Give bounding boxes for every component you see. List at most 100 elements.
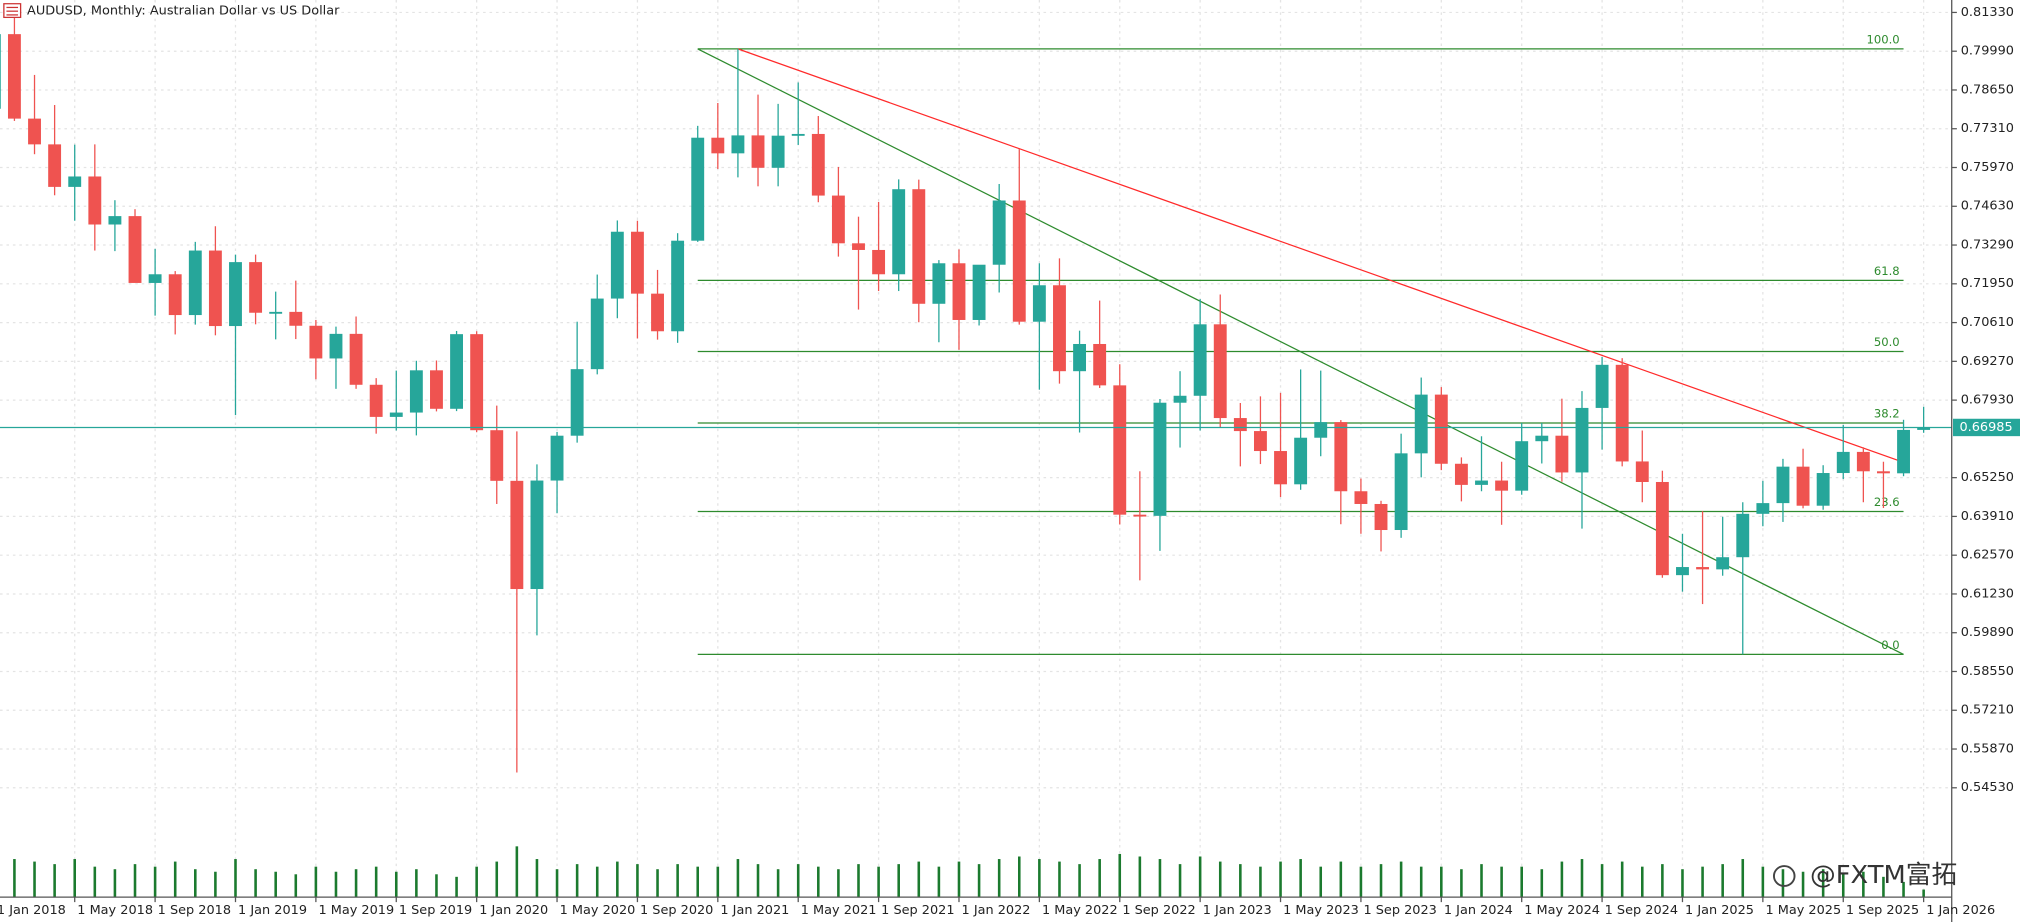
candle-body (1595, 364, 1609, 408)
candle-body (791, 133, 805, 136)
candle-body (1475, 480, 1488, 485)
candle-body (1856, 451, 1870, 472)
candle-body (671, 240, 685, 332)
candle-body (811, 133, 825, 196)
y-tick-label: 0.70610 (1961, 314, 2014, 329)
candle-body (1334, 422, 1348, 492)
candle-body (1193, 324, 1207, 396)
candle-body (1374, 503, 1388, 531)
candle-body (570, 369, 584, 436)
candle-body (1253, 431, 1267, 452)
candle-body (651, 293, 664, 332)
x-tick-label: 1 Sep 2024 (1605, 902, 1678, 917)
y-tick-label: 0.81330 (1961, 4, 2014, 19)
candle-body (1776, 466, 1790, 504)
candle-body (630, 231, 644, 294)
candle-body (148, 274, 162, 283)
candle-body (1213, 324, 1227, 419)
candle-body (1615, 364, 1629, 462)
candle-body (1676, 567, 1689, 576)
candle-body (68, 176, 82, 187)
candle-body (48, 144, 62, 187)
x-tick-label: 1 May 2022 (1042, 902, 1118, 917)
candle-body (1575, 407, 1589, 473)
plot-area: 100.0 61.8 50.0 38.2 23.6 0.0 (0, 0, 1952, 898)
candle-body (450, 334, 464, 409)
candle-body (1173, 395, 1187, 403)
candle-body (490, 430, 504, 481)
candle-body (1294, 437, 1308, 485)
candle-body (1053, 285, 1066, 372)
candle-body (470, 334, 484, 431)
candle-body (208, 250, 222, 327)
y-tick-label: 0.73290 (1961, 237, 2014, 252)
x-tick-label: 1 May 2021 (801, 902, 877, 917)
candle-body (289, 311, 303, 326)
candle-body (1796, 466, 1810, 506)
candle-body (28, 118, 41, 145)
candle-body (852, 243, 865, 250)
y-tick-label: 0.67930 (1961, 392, 2014, 407)
candle-body (751, 135, 765, 168)
candle-body (1314, 422, 1328, 438)
candle-body (1535, 435, 1549, 442)
candle-body (409, 370, 423, 413)
candle-body (711, 137, 725, 154)
candle-body (1696, 567, 1710, 570)
candle-body (932, 263, 946, 304)
current-price-box (1953, 418, 2020, 437)
candle-body (610, 231, 624, 299)
x-tick-label: 1 Sep 2023 (1364, 902, 1437, 917)
x-tick-label: 1 Jan 2026 (1926, 902, 1995, 917)
candle-body (1133, 514, 1147, 517)
candle-body (1816, 473, 1830, 506)
candle-body (1414, 394, 1428, 454)
x-tick-label: 1 May 2020 (560, 902, 636, 917)
y-tick-label: 0.78650 (1961, 82, 2014, 97)
x-tick-label: 1 Sep 2020 (640, 902, 713, 917)
candle-body (1434, 394, 1448, 464)
candle-body (1233, 418, 1247, 432)
current-price-label: 0.66985 (1959, 419, 2012, 434)
candle-body (1394, 453, 1408, 531)
y-tick-label: 0.55870 (1961, 741, 2014, 756)
x-tick-label: 1 Jan 2025 (1685, 902, 1754, 917)
x-tick-label: 1 Jan 2022 (962, 902, 1031, 917)
candle-body (0, 34, 1, 109)
fib-label: 100.0 (1867, 33, 1900, 47)
candle-body (1454, 463, 1468, 485)
candle-body (530, 480, 544, 590)
candle-body (1515, 441, 1529, 491)
y-tick-label: 0.79990 (1961, 43, 2014, 58)
x-tick-label: 1 Jan 2021 (720, 902, 789, 917)
x-tick-label: 1 Jan 2019 (238, 902, 307, 917)
x-tick-label: 1 Jan 2018 (0, 902, 66, 917)
x-tick-label: 1 May 2019 (318, 902, 394, 917)
candle-body (249, 262, 263, 313)
x-tick-label: 1 May 2023 (1283, 902, 1359, 917)
candle-body (892, 189, 906, 275)
candle-body (1113, 385, 1127, 515)
candle-body (389, 412, 403, 417)
candle-body (88, 176, 102, 225)
fib-label: 61.8 (1874, 264, 1900, 278)
candle-body (1655, 481, 1669, 576)
y-tick-label: 0.61230 (1961, 586, 2014, 601)
y-tick-label: 0.71950 (1961, 275, 2014, 290)
watermark-icon (1772, 865, 1796, 887)
candle-body (1495, 480, 1509, 491)
y-tick-label: 0.62570 (1961, 547, 2014, 562)
fib-label: 0.0 (1881, 638, 1899, 652)
candle-body (1032, 285, 1046, 322)
trend-line (737, 48, 1904, 463)
candle-body (329, 333, 343, 359)
y-tick-label: 0.58550 (1961, 663, 2014, 678)
candle-body (1012, 200, 1026, 322)
chart-title: AUDUSD, Monthly: Australian Dollar vs US… (27, 3, 340, 18)
candle-body (1274, 451, 1287, 485)
y-tick-label: 0.77310 (1961, 120, 2014, 135)
y-tick-label: 0.69270 (1961, 353, 2014, 368)
candle-body (1836, 451, 1850, 474)
